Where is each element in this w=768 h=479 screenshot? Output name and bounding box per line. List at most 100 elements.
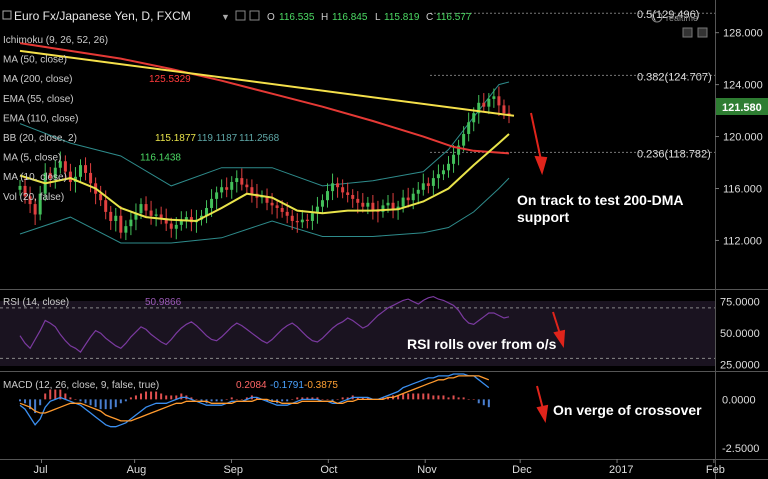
candle-body-54 bbox=[290, 215, 294, 221]
candle-body-59 bbox=[315, 206, 319, 214]
candle-body-50 bbox=[270, 202, 274, 206]
candle-body-18 bbox=[109, 211, 113, 221]
macd-hist-60 bbox=[321, 399, 324, 400]
candle-body-64 bbox=[341, 187, 345, 193]
candle-body-51 bbox=[275, 205, 279, 208]
candle-body-21 bbox=[124, 226, 128, 233]
price-tick-label-0: 128.000 bbox=[723, 28, 763, 40]
macd-hist-18 bbox=[109, 399, 112, 410]
indicator-label-6[interactable]: MA (5, close) bbox=[3, 153, 61, 164]
symbol-title[interactable]: Euro Fx/Japanese Yen, D, FXCM bbox=[14, 9, 191, 23]
candle-body-65 bbox=[346, 192, 350, 195]
candle-body-42 bbox=[230, 182, 234, 190]
time-tick-label-5: Dec bbox=[512, 464, 532, 476]
high-label: H bbox=[321, 12, 328, 23]
macd-hist-40 bbox=[220, 399, 223, 402]
macd-hist-20 bbox=[119, 399, 122, 404]
macd-hist-21 bbox=[124, 399, 127, 402]
open-label: O bbox=[267, 12, 275, 23]
indicator-label-1[interactable]: MA (50, close) bbox=[3, 55, 67, 66]
macd-hist-69 bbox=[366, 397, 369, 400]
annotation-macd: On verge of crossover bbox=[553, 402, 702, 418]
low-value: 115.819 bbox=[384, 12, 420, 23]
indicator-label-3[interactable]: EMA (55, close) bbox=[3, 94, 74, 105]
candle-body-74 bbox=[391, 202, 395, 210]
rsi-band bbox=[0, 301, 715, 366]
annotation-rsi: RSI rolls over from o/s bbox=[407, 336, 557, 352]
arrow-rsi bbox=[552, 311, 561, 335]
macd-hist-82 bbox=[432, 395, 435, 400]
series-line-1 bbox=[19, 49, 515, 117]
candle-body-85 bbox=[447, 163, 451, 171]
collapse-icon[interactable] bbox=[2, 10, 12, 20]
macd-value-1: -0.1791 bbox=[270, 380, 304, 391]
macd-hist-52 bbox=[281, 399, 284, 402]
series-line-0 bbox=[19, 42, 510, 155]
price-tick-label-1: 124.000 bbox=[723, 80, 763, 92]
visibility-icon[interactable] bbox=[235, 10, 246, 21]
candle-body-38 bbox=[210, 198, 214, 208]
candle-body-31 bbox=[174, 224, 178, 229]
macd-hist-43 bbox=[235, 399, 238, 400]
macd-hist-44 bbox=[240, 399, 243, 400]
candle-body-82 bbox=[431, 178, 435, 186]
macd-hist-1 bbox=[24, 399, 27, 404]
macd-hist-11 bbox=[74, 399, 77, 400]
macd-hist-24 bbox=[139, 393, 142, 400]
candle-body-41 bbox=[225, 187, 229, 190]
scroll-up-button[interactable] bbox=[697, 27, 708, 38]
macd-hist-54 bbox=[291, 399, 294, 400]
indicator-label-2[interactable]: MA (200, close) bbox=[3, 74, 72, 85]
indicator-value-6-0: 116.1438 bbox=[140, 153, 181, 164]
macd-hist-78 bbox=[412, 393, 415, 400]
macd-label[interactable]: MACD (12, 26, close, 9, false, true) bbox=[3, 380, 159, 391]
indicator-label-5[interactable]: BB (20, close, 2) bbox=[3, 133, 77, 144]
symbol-dropdown-icon[interactable]: ▼ bbox=[221, 12, 230, 22]
scroll-down-button[interactable] bbox=[682, 27, 693, 38]
rsi-tick-label-0: 75.0000 bbox=[720, 297, 760, 309]
candle-body-66 bbox=[351, 194, 355, 199]
candle-body-45 bbox=[245, 184, 249, 188]
candle-body-40 bbox=[220, 187, 224, 193]
macd-hist-89 bbox=[467, 399, 470, 400]
candle-body-1 bbox=[23, 185, 27, 197]
macd-hist-81 bbox=[427, 393, 430, 400]
indicator-label-4[interactable]: EMA (110, close) bbox=[3, 113, 78, 124]
rsi-label[interactable]: RSI (14, close) bbox=[3, 297, 69, 308]
macd-hist-80 bbox=[422, 393, 425, 400]
macd-hist-50 bbox=[271, 399, 274, 402]
candle-body-92 bbox=[482, 102, 486, 107]
price-tick-label-3: 116.000 bbox=[723, 184, 762, 196]
annotation-main-line2: support bbox=[517, 209, 569, 225]
indicator-label-0[interactable]: Ichimoku (9, 26, 52, 26) bbox=[3, 35, 108, 46]
annotation-main-line1: On track to test 200-DMA bbox=[517, 192, 683, 208]
settings-icon[interactable] bbox=[249, 10, 260, 21]
moving-averages bbox=[19, 42, 515, 223]
macd-hist-4 bbox=[39, 399, 42, 406]
series-line-4 bbox=[19, 177, 510, 244]
candle-body-7 bbox=[53, 167, 57, 179]
candle-body-68 bbox=[361, 202, 365, 207]
price-tick-label-4: 112.000 bbox=[723, 235, 762, 247]
macd-hist-8 bbox=[59, 389, 62, 400]
macd-hist-79 bbox=[417, 393, 420, 400]
indicator-label-8[interactable]: Vol (20, false) bbox=[3, 192, 64, 203]
macd-hist-31 bbox=[175, 395, 178, 400]
candle-body-49 bbox=[265, 196, 269, 203]
candle-body-33 bbox=[184, 217, 188, 221]
candle-body-70 bbox=[371, 202, 375, 211]
macd-hist-83 bbox=[437, 395, 440, 400]
candle-body-53 bbox=[285, 211, 289, 216]
candle-body-79 bbox=[416, 189, 420, 194]
fib-label-1: 0.382(124.707) bbox=[637, 71, 712, 83]
candle-body-63 bbox=[336, 183, 340, 188]
macd-hist-6 bbox=[49, 389, 52, 400]
macd-value-0: 0.2084 bbox=[236, 380, 267, 391]
indicator-label-7[interactable]: MA (10, close) bbox=[3, 172, 67, 183]
macd-hist-14 bbox=[89, 399, 92, 406]
macd-hist-39 bbox=[215, 399, 218, 402]
indicator-value-5-0: 115.1877 bbox=[155, 133, 196, 144]
candle-body-88 bbox=[462, 133, 466, 146]
candle-body-39 bbox=[215, 192, 219, 199]
